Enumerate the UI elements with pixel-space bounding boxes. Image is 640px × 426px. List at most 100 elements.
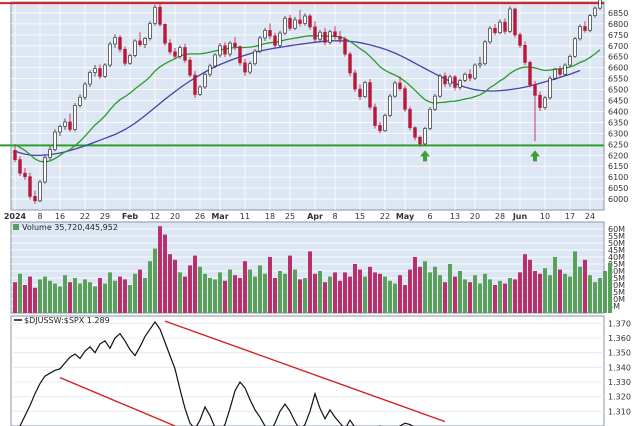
volume-bar — [548, 275, 552, 313]
candle-up — [508, 8, 512, 32]
volume-bar — [73, 278, 77, 313]
candle-down — [338, 36, 342, 40]
volume-title: Volume 35,720,445,952 — [22, 223, 118, 232]
volume-bar — [478, 283, 482, 313]
volume-tick-label: 5M — [608, 302, 620, 311]
volume-bar — [123, 279, 127, 313]
volume-bar — [33, 287, 37, 313]
price-tick-label: 6000 — [608, 195, 628, 204]
candle-down — [513, 8, 517, 36]
candle-up — [78, 96, 82, 106]
volume-bar — [158, 226, 162, 313]
candle-up — [218, 45, 222, 56]
date-tick-label: 2024 — [4, 212, 27, 221]
volume-bar — [428, 272, 432, 313]
volume-bar — [148, 261, 152, 313]
volume-bar — [108, 272, 112, 313]
candle-up — [108, 43, 112, 66]
price-tick-label: 6650 — [608, 53, 628, 62]
date-tick-label: Mar — [211, 212, 228, 221]
candle-up — [553, 69, 557, 79]
price-tick-label: 6050 — [608, 184, 628, 193]
up-arrow-icon — [420, 150, 430, 162]
volume-bar — [523, 254, 527, 313]
candle-down — [238, 46, 242, 64]
volume-bar — [338, 280, 342, 313]
volume-bar — [13, 282, 17, 313]
candle-up — [208, 65, 212, 75]
candle-down — [193, 74, 197, 95]
candle-up — [53, 131, 57, 150]
candle-down — [168, 42, 172, 53]
volume-bar — [233, 275, 237, 313]
date-tick-label: 25 — [285, 212, 295, 221]
volume-tick-label: 60M — [608, 225, 625, 234]
volume-bar — [333, 272, 337, 313]
volume-bar — [308, 251, 312, 313]
candle-down — [28, 176, 32, 197]
candle-down — [453, 76, 457, 88]
volume-bar — [103, 283, 107, 313]
volume-bar — [88, 282, 92, 313]
volume-bar — [203, 273, 207, 313]
volume-bar — [248, 269, 252, 313]
volume-bar — [293, 269, 297, 313]
candle-up — [303, 15, 307, 24]
candle-up — [563, 64, 567, 75]
candle-up — [388, 95, 392, 116]
candle-down — [243, 62, 247, 73]
candle-up — [393, 82, 397, 97]
volume-bar — [143, 278, 147, 313]
volume-tick-label: 10M — [608, 295, 625, 304]
volume-tick-label: 45M — [608, 246, 625, 255]
candle-up — [383, 115, 387, 132]
price-tick-label: 6500 — [608, 86, 628, 95]
candle-down — [118, 37, 122, 50]
volume-legend-swatch — [13, 224, 19, 230]
candle-up — [63, 121, 67, 127]
volume-bar — [323, 282, 327, 313]
volume-bar — [178, 272, 182, 313]
date-tick-label: 16 — [55, 212, 65, 221]
volume-bar — [418, 266, 422, 313]
candle-up — [73, 104, 77, 130]
volume-bar — [243, 261, 247, 313]
candle-up — [178, 47, 182, 57]
candle-up — [593, 7, 597, 16]
volume-bar — [543, 268, 547, 313]
candle-up — [153, 6, 157, 24]
price-tick-label: 6150 — [608, 162, 628, 171]
date-tick-label: 8 — [37, 212, 42, 221]
candle-up — [448, 76, 452, 85]
candle-down — [503, 21, 507, 32]
volume-bar — [498, 280, 502, 313]
price-tick-label: 6350 — [608, 118, 628, 127]
candle-up — [213, 54, 217, 67]
date-tick-label: 29 — [100, 212, 110, 221]
price-tick-label: 6550 — [608, 75, 628, 84]
volume-bar — [368, 266, 372, 313]
candle-up — [48, 149, 52, 158]
candle-down — [348, 53, 352, 74]
candle-up — [478, 63, 482, 66]
date-tick-label: 11 — [240, 212, 250, 221]
volume-bar — [508, 278, 512, 313]
candle-up — [83, 83, 87, 98]
volume-bar — [198, 266, 202, 313]
date-tick-label: 8 — [332, 212, 337, 221]
price-tick-label: 6850 — [608, 9, 628, 18]
volume-bar — [603, 271, 607, 313]
volume-bar — [78, 283, 82, 313]
volume-bar — [118, 276, 122, 313]
candle-up — [588, 15, 592, 31]
volume-tick-label: 50M — [608, 239, 625, 248]
candle-down — [533, 84, 537, 96]
volume-bar — [488, 279, 492, 313]
candle-up — [568, 55, 572, 66]
candle-up — [423, 128, 427, 145]
volume-bar — [398, 275, 402, 313]
volume-bar — [438, 275, 442, 313]
ratio-tick-label: 1.330 — [608, 378, 631, 387]
volume-bar — [318, 271, 322, 313]
date-tick-label: 13 — [450, 212, 460, 221]
